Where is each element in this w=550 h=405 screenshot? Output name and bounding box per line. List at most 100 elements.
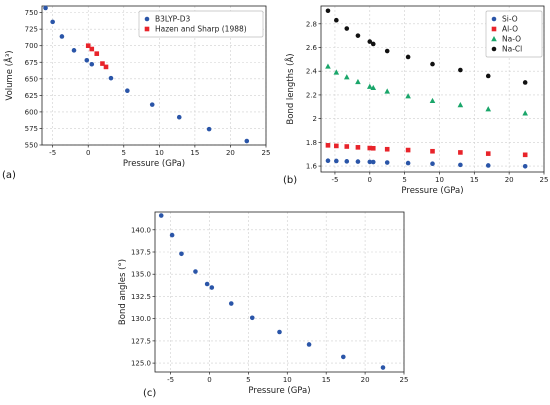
- y-tick-label: 550: [25, 142, 38, 150]
- x-tick-label: 0: [368, 176, 372, 184]
- y-tick-label: 575: [25, 125, 38, 133]
- data-point-b-s1-5: [370, 145, 376, 151]
- x-axis-label: Pressure (GPa): [248, 386, 310, 396]
- legend-marker-0: [491, 16, 497, 22]
- data-point-a-s0-1: [50, 19, 55, 25]
- data-point-a-s0-5: [89, 61, 95, 67]
- x-tick-label: 20: [505, 176, 514, 184]
- y-tick-label: 2.4: [306, 68, 318, 76]
- y-tick-label: 2: [313, 115, 317, 123]
- y-tick-label: 140.0: [131, 226, 151, 234]
- data-point-b-s1-0: [325, 143, 331, 148]
- legend-entry: Na-O: [502, 35, 521, 44]
- y-tick-label: 700: [25, 42, 38, 50]
- data-point-a-s0-6: [108, 75, 114, 81]
- data-point-c-s0-6: [228, 301, 234, 306]
- x-tick-label: -5: [331, 176, 338, 184]
- data-point-b-s3-2: [344, 26, 350, 31]
- data-point-b-s3-5: [370, 41, 376, 47]
- x-tick-label: 20: [361, 376, 370, 384]
- x-tick-label: 5: [122, 149, 126, 157]
- data-point-a-s1-4: [103, 64, 109, 70]
- data-point-a-s0-4: [84, 57, 90, 63]
- y-tick-label: 130.0: [131, 315, 151, 323]
- x-tick-label: 10: [435, 176, 444, 184]
- x-tick-label: 25: [262, 149, 271, 157]
- panel-label: (b): [283, 175, 297, 186]
- x-tick-label: 5: [246, 376, 250, 384]
- legend-entry: B3LYP-D3: [155, 15, 191, 24]
- data-point-b-s1-10: [485, 151, 491, 156]
- data-point-b-s3-10: [485, 73, 491, 79]
- x-tick-label: 0: [207, 376, 211, 384]
- y-axis-label: Bond angles (°): [118, 259, 128, 325]
- data-point-b-s2-4: [366, 83, 373, 89]
- data-point-b-s2-5: [370, 84, 377, 91]
- panel-b: -5 0 5 10 15 20 25 1.6 1.8 2 2.2 2.4 2.6 2.8 Pressure …: [283, 5, 549, 196]
- data-point-b-s1-2: [344, 144, 350, 149]
- legend-marker-2: [491, 36, 497, 42]
- plot-frame: [320, 5, 545, 173]
- data-point-b-s3-3: [355, 33, 361, 38]
- data-point-b-s1-11: [522, 152, 528, 158]
- legend-entry: Si-O: [502, 15, 518, 24]
- legend-entry: Na-Cl: [502, 45, 522, 54]
- y-tick-label: 2.6: [306, 44, 318, 52]
- data-point-b-s0-3: [355, 159, 361, 164]
- data-point-c-s0-4: [204, 281, 210, 287]
- plot-frame: [154, 211, 405, 373]
- data-point-b-s3-9: [458, 67, 463, 73]
- data-point-b-s1-8: [430, 148, 435, 154]
- x-tick-label: 0: [86, 149, 90, 157]
- data-point-a-s0-3: [71, 48, 77, 53]
- data-point-b-s1-4: [367, 145, 373, 151]
- legend-box: [138, 10, 264, 38]
- y-tick-label: 132.5: [131, 293, 151, 301]
- data-point-b-s3-8: [430, 61, 435, 67]
- data-point-a-s0-11: [244, 138, 250, 144]
- data-point-c-s0-0: [158, 213, 164, 218]
- data-point-b-s3-0: [325, 8, 331, 14]
- data-point-b-s1-9: [458, 150, 463, 155]
- panel-label: (a): [2, 170, 16, 181]
- x-axis-label: Pressure (GPa): [401, 186, 463, 196]
- data-point-b-s3-6: [384, 48, 390, 54]
- y-tick-label: 750: [25, 9, 38, 17]
- data-point-a-s1-1: [89, 46, 95, 52]
- y-tick-label: 137.5: [131, 249, 151, 257]
- data-point-a-s0-10: [206, 126, 212, 132]
- x-tick-label: 5: [402, 176, 406, 184]
- y-axis-label: Bond lengths (Å): [284, 53, 296, 124]
- data-point-b-s2-6: [384, 88, 391, 94]
- legend-box: [485, 10, 543, 58]
- data-point-c-s0-2: [179, 251, 184, 257]
- data-point-b-s1-3: [355, 145, 361, 150]
- data-point-a-s1-0: [85, 43, 91, 49]
- panel-a: -5 0 5 10 15 20 25 550 575 600 625 650 675 700 725 750 P…: [2, 5, 271, 181]
- y-axis-label: Volume (Å³): [3, 50, 15, 100]
- x-tick-label: 20: [226, 149, 235, 157]
- y-tick-label: 135.0: [131, 271, 151, 279]
- data-point-b-s2-10: [485, 106, 492, 112]
- panel-c: -5 0 5 10 15 20 25 125.0 127.5 130.0 132.5 135.0 137…: [118, 211, 408, 399]
- data-point-a-s0-7: [125, 88, 130, 94]
- data-point-b-s1-1: [334, 143, 339, 149]
- y-tick-label: 725: [25, 26, 38, 34]
- legend-entry: Al-O: [502, 25, 518, 34]
- data-point-b-s0-11: [522, 164, 528, 169]
- legend-marker-0: [144, 16, 150, 22]
- x-tick-label: 10: [155, 149, 164, 157]
- data-point-c-s0-1: [169, 232, 175, 238]
- data-point-a-s1-3: [100, 61, 105, 66]
- x-tick-label: 25: [540, 176, 549, 184]
- data-point-c-s0-10: [341, 354, 346, 360]
- data-point-b-s2-8: [429, 97, 436, 104]
- x-axis-label: Pressure (GPa): [123, 159, 185, 169]
- data-point-b-s0-9: [458, 162, 463, 168]
- x-tick-label: 15: [470, 176, 479, 184]
- data-point-c-s0-11: [380, 365, 386, 370]
- y-tick-label: 600: [25, 108, 38, 116]
- data-point-b-s0-0: [325, 158, 331, 164]
- data-point-b-s3-4: [367, 39, 373, 44]
- data-point-b-s2-1: [333, 69, 340, 75]
